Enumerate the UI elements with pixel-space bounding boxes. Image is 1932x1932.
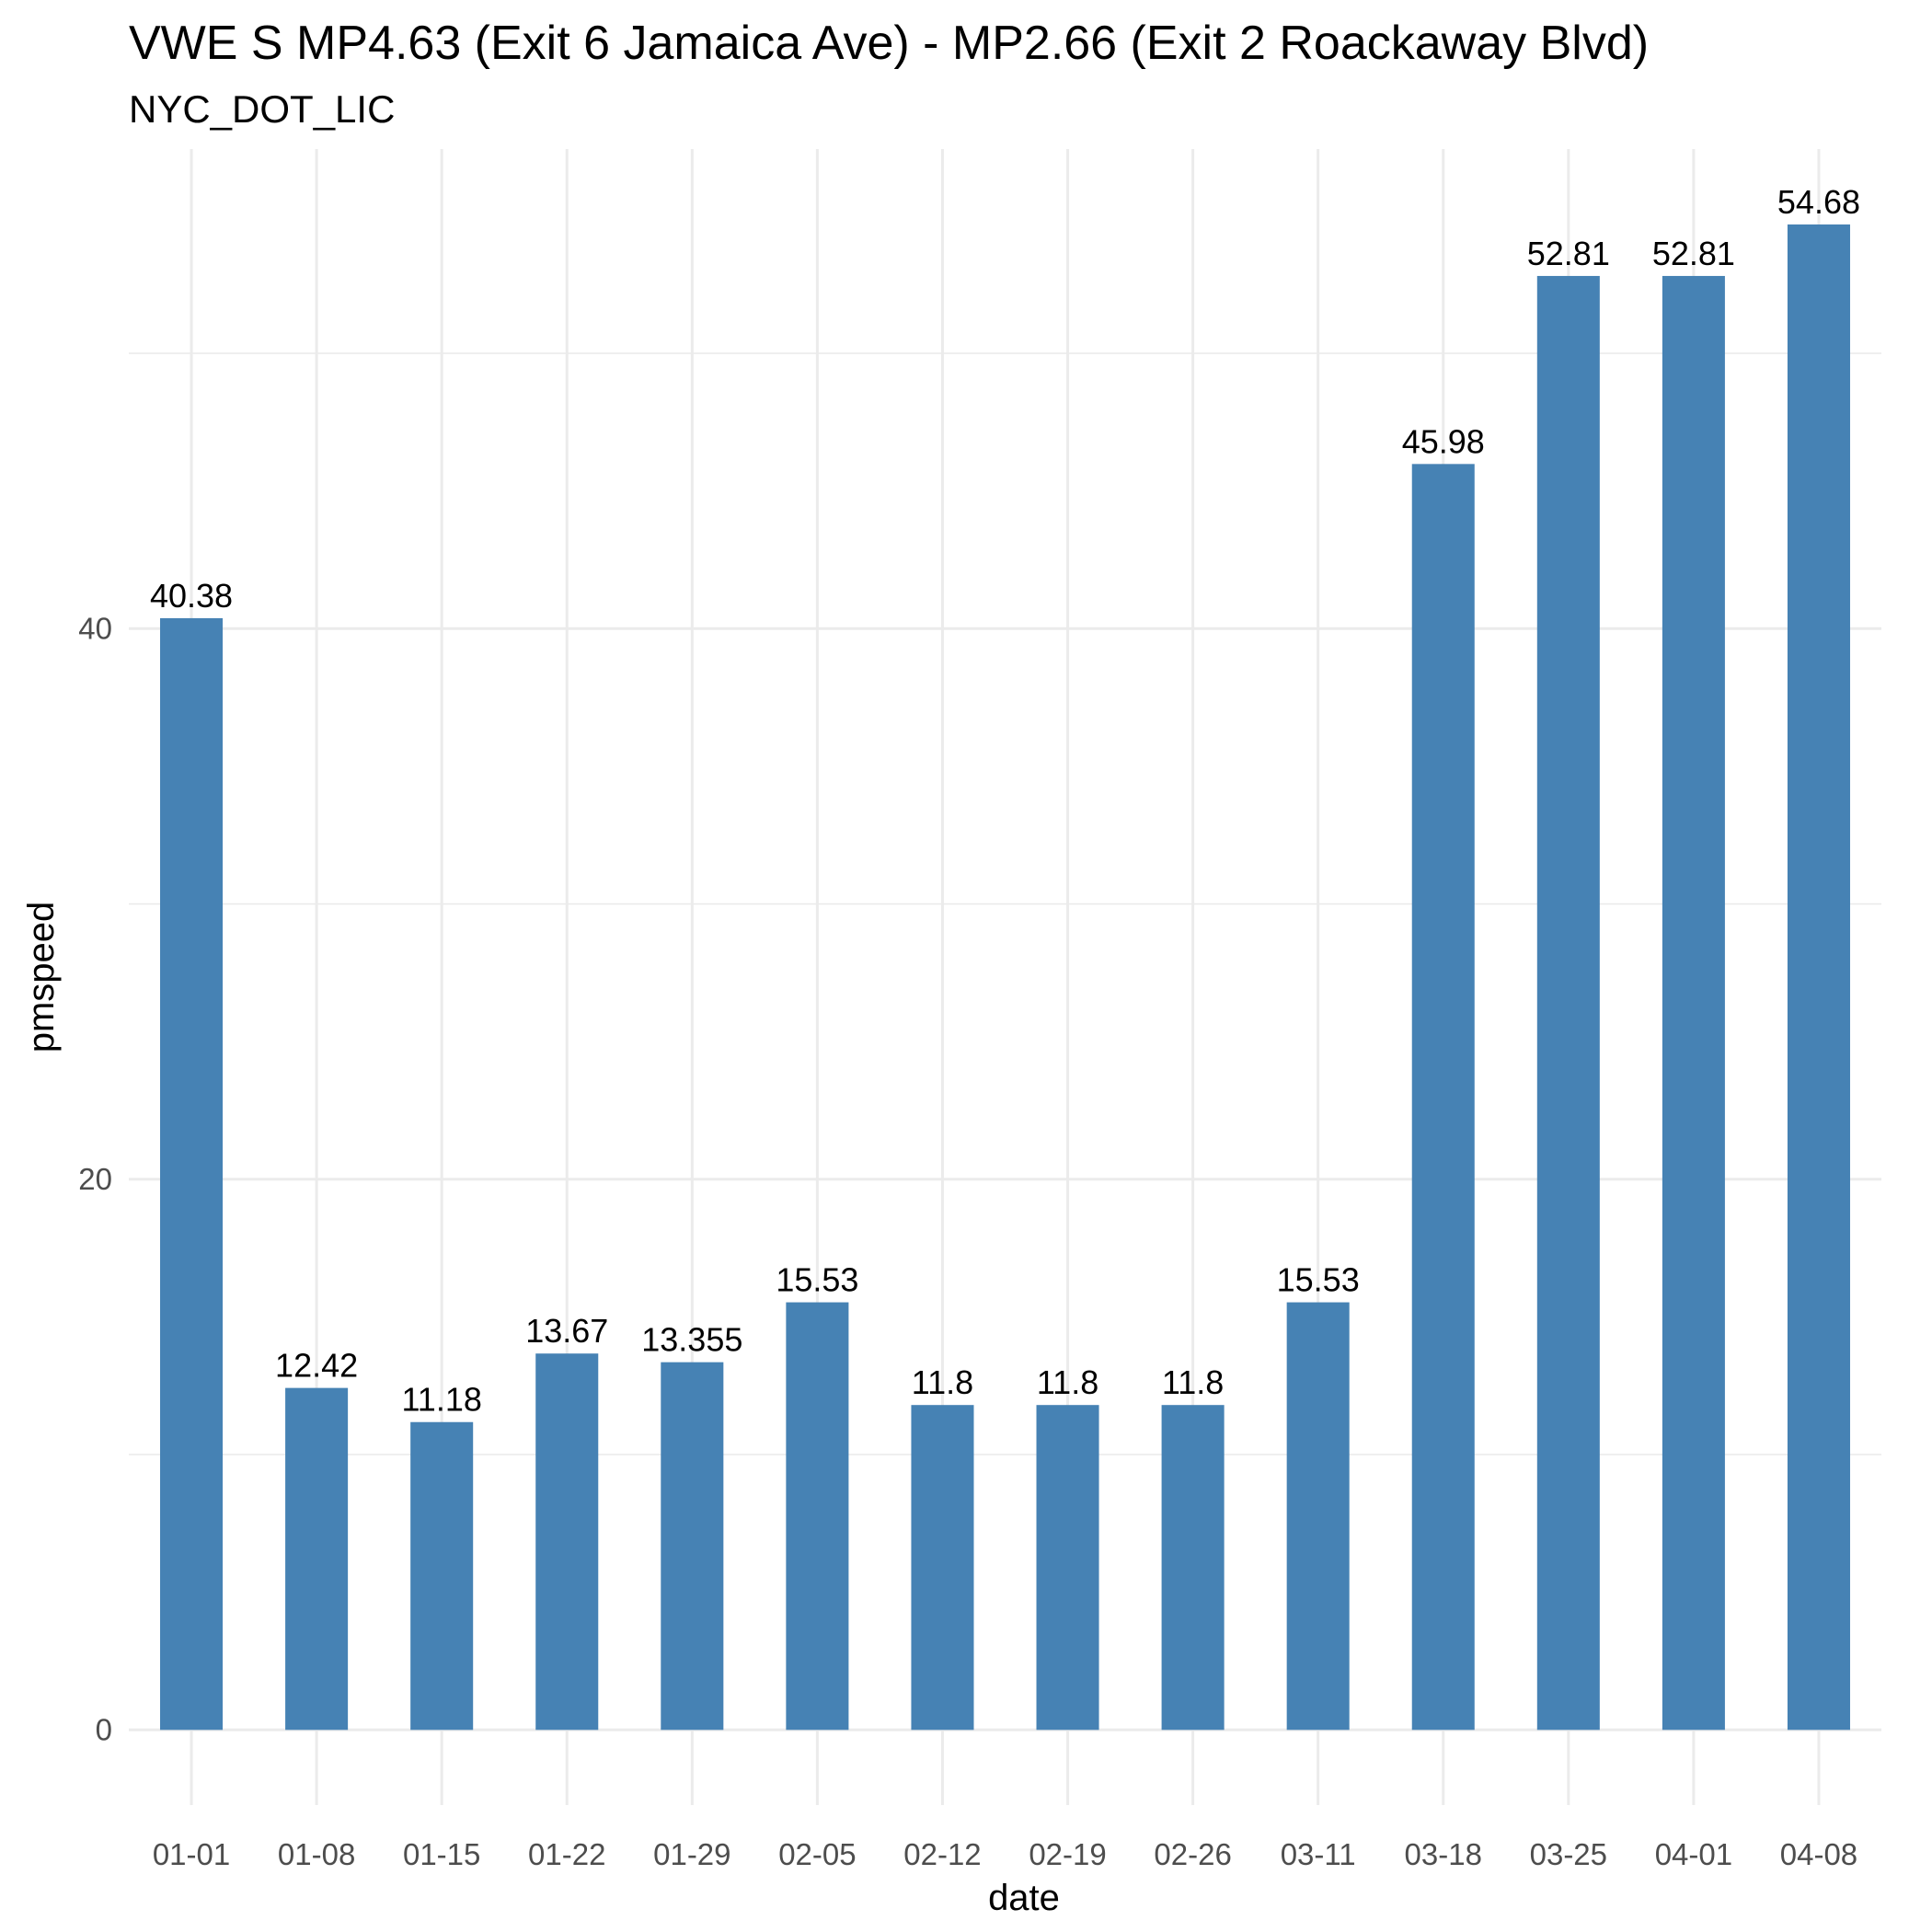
x-tick-label: 01-22 xyxy=(528,1837,605,1871)
x-axis-title: date xyxy=(988,1878,1060,1918)
x-tick-label: 03-18 xyxy=(1405,1837,1482,1871)
y-tick-label: 40 xyxy=(78,611,112,645)
bar xyxy=(786,1302,849,1731)
bar xyxy=(661,1362,724,1731)
bar-value-label: 52.81 xyxy=(1652,235,1735,272)
bar-value-label: 54.68 xyxy=(1777,183,1860,221)
x-tick-label: 01-15 xyxy=(403,1837,480,1871)
x-tick-label: 03-11 xyxy=(1281,1837,1356,1871)
bar xyxy=(1662,275,1725,1731)
bar xyxy=(535,1353,599,1731)
x-tick-label: 01-01 xyxy=(153,1837,230,1871)
x-tick-label: 02-19 xyxy=(1029,1837,1106,1871)
bar-value-label: 13.67 xyxy=(525,1312,608,1350)
bar xyxy=(1036,1405,1099,1731)
gridlines xyxy=(129,149,1881,1805)
x-tick-label: 02-05 xyxy=(778,1837,856,1871)
y-tick-label: 20 xyxy=(78,1162,112,1196)
x-tick-label: 02-12 xyxy=(903,1837,981,1871)
x-tick-label: 04-01 xyxy=(1655,1837,1732,1871)
bar-value-label: 11.8 xyxy=(912,1363,973,1401)
bars xyxy=(160,224,1850,1731)
bar-value-label: 12.42 xyxy=(275,1347,358,1385)
bar xyxy=(160,617,224,1731)
bar-value-label: 15.53 xyxy=(1277,1261,1360,1299)
bar xyxy=(1286,1302,1350,1731)
x-tick-label: 01-29 xyxy=(653,1837,730,1871)
x-tick-label: 02-26 xyxy=(1154,1837,1231,1871)
bar xyxy=(1787,224,1850,1731)
bar xyxy=(410,1421,474,1731)
x-tick-label: 04-08 xyxy=(1780,1837,1857,1871)
bar xyxy=(1161,1405,1225,1731)
axes: 0 20 40 01-01 01-08 01-15 01-22 01-29 02-05 02-12… xyxy=(78,611,1857,1871)
chart-title: VWE S MP4.63 (Exit 6 Jamaica Ave) - MP2.… xyxy=(129,17,1649,70)
bar-value-label: 45.98 xyxy=(1402,422,1485,460)
bar-value-label: 40.38 xyxy=(150,577,233,615)
chart-subtitle: NYC_DOT_LIC xyxy=(129,87,395,131)
bar-value-label: 15.53 xyxy=(776,1261,858,1299)
y-axis-title: pmspeed xyxy=(21,902,62,1053)
bar-value-label: 11.8 xyxy=(1162,1363,1224,1401)
bar-value-label: 11.18 xyxy=(401,1381,481,1419)
x-tick-label: 01-08 xyxy=(278,1837,355,1871)
bar xyxy=(911,1405,974,1731)
data-labels: 40.38 12.42 11.18 13.67 13.355 15.53 11.8 11.8 1… xyxy=(150,183,1860,1419)
x-tick-label: 03-25 xyxy=(1530,1837,1607,1871)
bar-value-label: 11.8 xyxy=(1037,1363,1098,1401)
bar-value-label: 52.81 xyxy=(1527,235,1610,272)
bar xyxy=(1536,275,1600,1731)
bar-value-label: 13.355 xyxy=(641,1321,742,1359)
bar xyxy=(1411,464,1475,1731)
y-tick-label: 0 xyxy=(96,1712,112,1746)
bar xyxy=(285,1387,349,1731)
